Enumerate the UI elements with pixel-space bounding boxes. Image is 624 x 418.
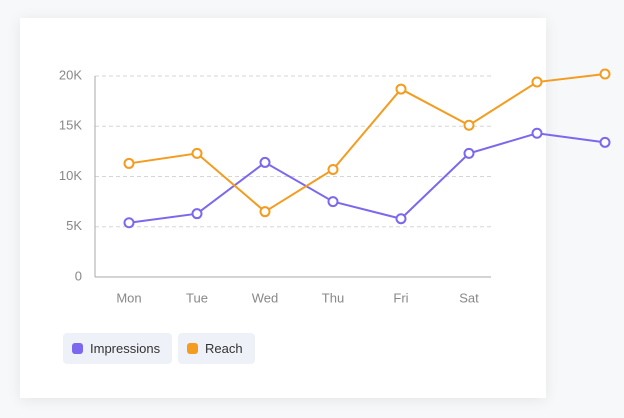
data-point: [123, 217, 135, 229]
legend-swatch: [72, 343, 83, 354]
y-tick-label: 15K: [59, 118, 82, 133]
x-tick-label: Tue: [186, 290, 208, 305]
legend-item[interactable]: Impressions: [63, 333, 173, 364]
series-line: [128, 132, 606, 224]
x-tick-label: Fri: [393, 290, 408, 305]
y-tick-label: 5K: [66, 218, 82, 233]
data-point: [191, 147, 203, 159]
data-point: [327, 163, 339, 175]
data-point: [599, 68, 611, 80]
y-tick-label: 10K: [59, 168, 82, 183]
series-line: [128, 72, 606, 213]
y-tick-label: 0: [75, 268, 82, 283]
y-tick-label: 20K: [59, 67, 82, 82]
x-tick-label: Wed: [252, 290, 279, 305]
data-point: [191, 208, 203, 220]
data-point: [531, 127, 543, 139]
data-point: [463, 119, 475, 131]
legend-label: Reach: [205, 341, 243, 356]
data-point: [395, 213, 407, 225]
legend-label: Impressions: [90, 341, 161, 356]
legend-swatch: [187, 343, 198, 354]
data-point: [327, 196, 339, 208]
x-tick-label: Thu: [322, 290, 344, 305]
data-point: [259, 206, 271, 218]
data-point: [259, 156, 271, 168]
data-point: [123, 157, 135, 169]
data-point: [531, 76, 543, 88]
data-point: [599, 136, 611, 148]
data-point: [395, 83, 407, 95]
x-tick-label: Sat: [459, 290, 479, 305]
x-tick-label: Mon: [116, 290, 141, 305]
legend-item[interactable]: Reach: [178, 333, 255, 364]
data-point: [463, 147, 475, 159]
